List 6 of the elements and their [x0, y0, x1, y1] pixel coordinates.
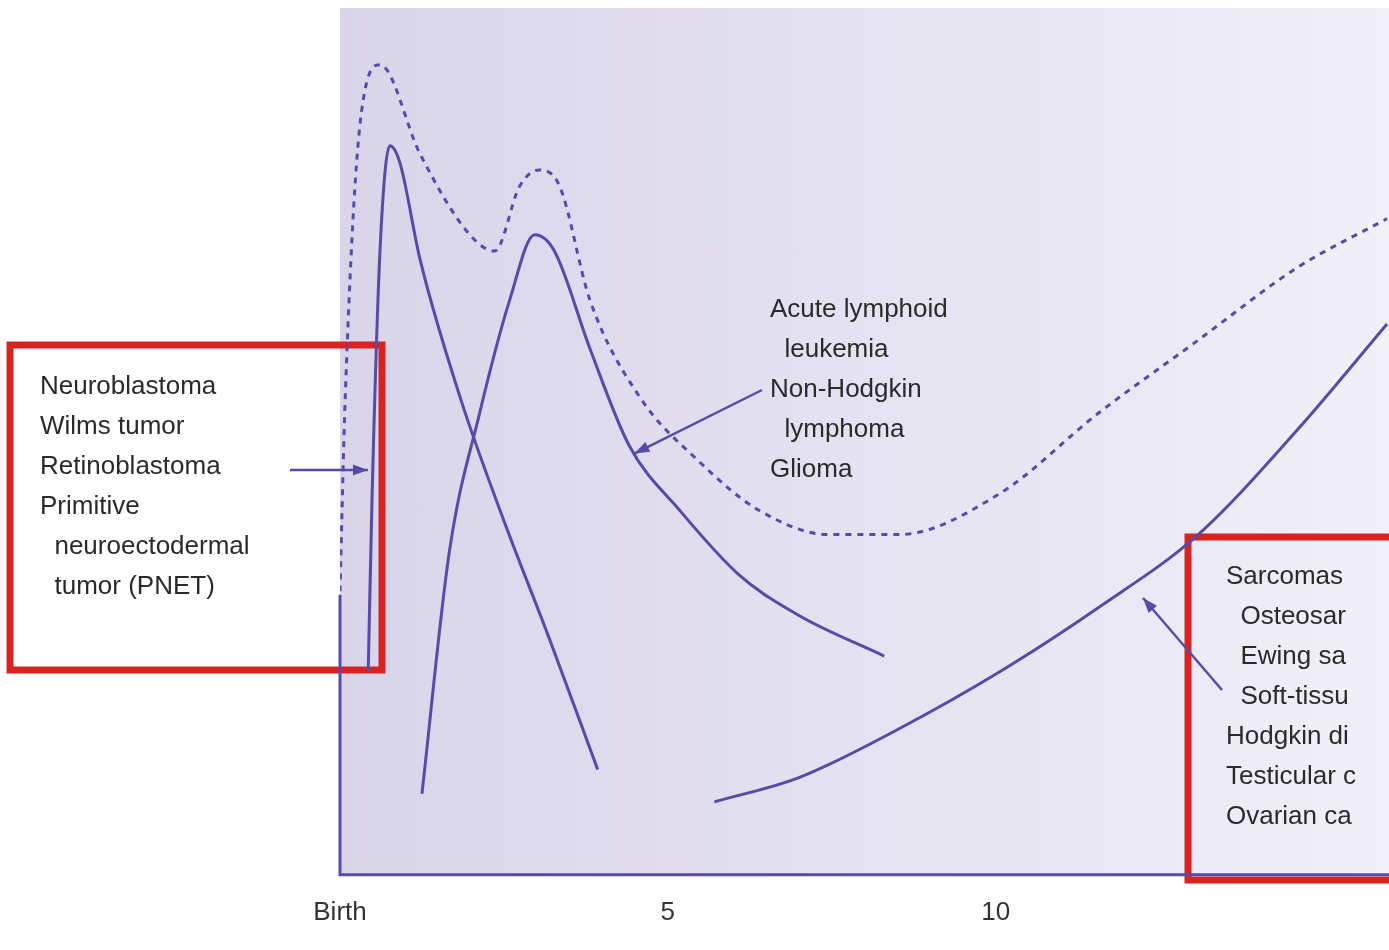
x-tick-label: Birth — [313, 895, 367, 926]
annotation: Sarcomas Osteosar Ewing sa Soft-tissu Hodgkin di Testicular c Ovarian ca — [1226, 560, 1357, 831]
x-tick-label: 10 — [981, 895, 1011, 926]
annotation: Acute lymphoid leukemia Non-Hodgkin lymphoma Glioma — [770, 293, 948, 484]
text: Neuroblastoma Wilms tumor Retinoblastoma Primitive neuroectodermal tumor (PNET) — [40, 370, 250, 601]
x-tick-label: 5 — [660, 895, 676, 926]
